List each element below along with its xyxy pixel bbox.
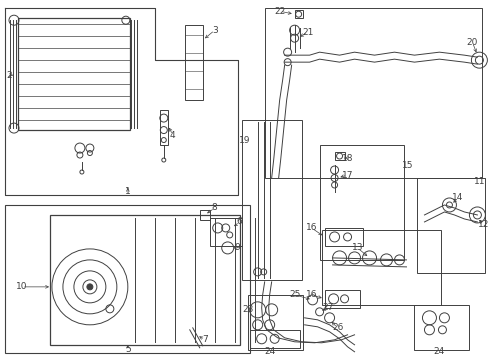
Text: 20: 20 <box>466 38 477 47</box>
Text: 3: 3 <box>211 26 217 35</box>
Text: 21: 21 <box>301 28 313 37</box>
Bar <box>5 205 249 353</box>
Text: 22: 22 <box>273 7 285 16</box>
Text: 4: 4 <box>170 131 175 140</box>
Text: 15: 15 <box>401 161 412 170</box>
Text: 24: 24 <box>433 347 444 356</box>
Text: 24: 24 <box>264 347 275 356</box>
Text: 9: 9 <box>234 243 240 252</box>
Text: 12: 12 <box>477 220 488 229</box>
Bar <box>324 290 359 308</box>
Text: 8: 8 <box>211 203 217 212</box>
Text: 18: 18 <box>341 153 353 162</box>
Text: 11: 11 <box>473 177 484 186</box>
Bar <box>294 10 302 18</box>
Bar <box>209 218 241 246</box>
Bar <box>160 110 167 145</box>
Bar <box>324 228 362 246</box>
Bar <box>334 152 344 160</box>
Bar <box>321 230 441 305</box>
Bar <box>249 330 299 348</box>
Text: 2: 2 <box>6 71 12 80</box>
Bar <box>417 178 485 273</box>
Text: 16: 16 <box>305 224 317 233</box>
Text: 14: 14 <box>451 193 462 202</box>
Text: 1: 1 <box>125 188 130 197</box>
Circle shape <box>87 284 93 290</box>
Bar <box>319 145 404 260</box>
Text: 19: 19 <box>239 136 250 145</box>
Bar <box>18 18 130 130</box>
Text: 26: 26 <box>331 323 343 332</box>
Bar <box>247 295 302 350</box>
Text: 6: 6 <box>236 217 242 226</box>
Bar <box>241 120 301 280</box>
Text: 16: 16 <box>305 291 317 300</box>
Text: 5: 5 <box>125 345 130 354</box>
Bar <box>199 210 209 220</box>
Text: 27: 27 <box>321 303 333 312</box>
Bar <box>264 8 481 178</box>
Bar <box>184 25 203 100</box>
Text: 23: 23 <box>242 305 253 314</box>
Text: 7: 7 <box>202 335 207 344</box>
Bar <box>414 305 468 350</box>
Text: 10: 10 <box>16 282 28 291</box>
Text: 25: 25 <box>288 291 300 300</box>
Text: 17: 17 <box>341 171 353 180</box>
Text: 13: 13 <box>351 243 363 252</box>
Bar <box>50 215 239 345</box>
